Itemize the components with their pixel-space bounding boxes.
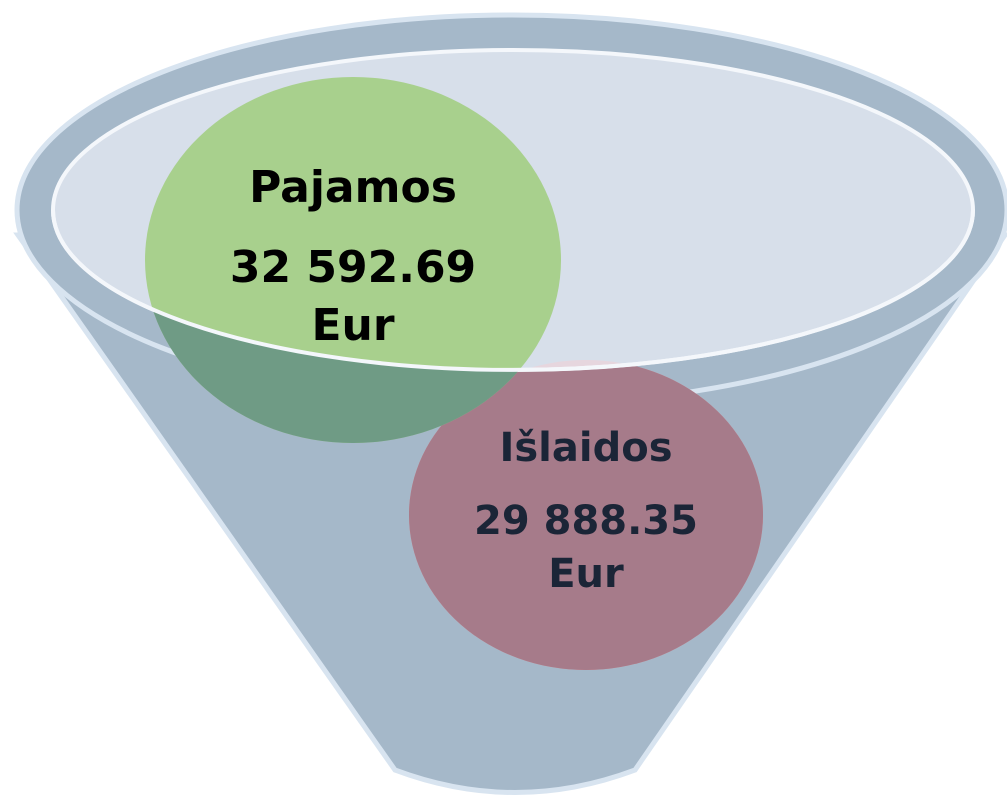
expense-unit: Eur — [548, 551, 624, 597]
rim-edge — [51, 209, 975, 372]
income-amount: 32 592.69 — [230, 242, 476, 293]
income-label: Pajamos — [249, 162, 457, 213]
expense-label: Išlaidos — [499, 425, 672, 471]
expense-circle — [409, 360, 763, 670]
expense-amount: 29 888.35 — [474, 498, 698, 544]
income-unit: Eur — [311, 300, 394, 351]
